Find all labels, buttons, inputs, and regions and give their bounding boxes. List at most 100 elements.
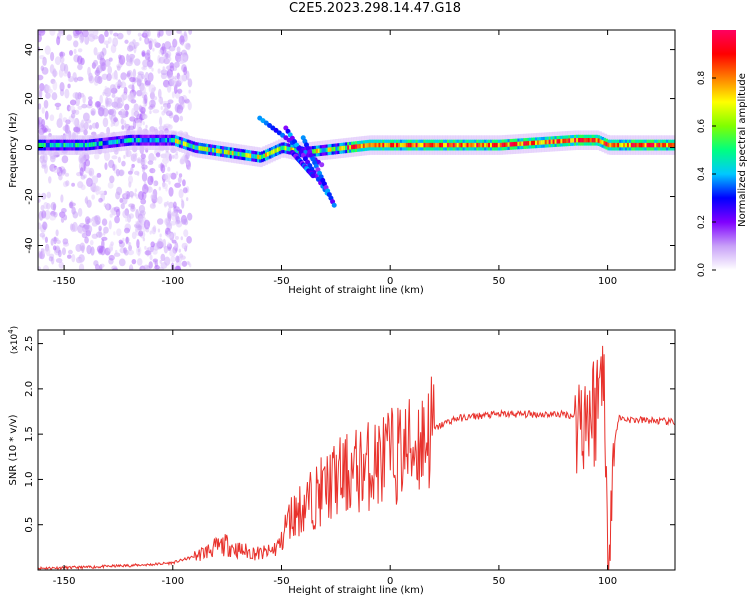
heatmap-ridge-core <box>349 145 352 150</box>
heatmap-noise-cell <box>39 155 45 164</box>
heatmap-ridge-core <box>71 142 74 148</box>
heatmap-ridge-core <box>216 148 219 153</box>
heatmap-noise-cell <box>87 99 93 107</box>
heatmap-ridge-core <box>212 147 215 153</box>
heatmap-noise-cell <box>53 211 58 218</box>
heatmap-noise-cell <box>127 56 135 64</box>
heatmap-ridge-core <box>429 142 432 148</box>
heatmap-streak-cell <box>331 202 337 208</box>
heatmap-noise-cell <box>84 159 91 167</box>
heatmap-ridge-core <box>311 149 315 154</box>
heatmap-noise-cell <box>90 108 96 116</box>
heatmap-noise-cell <box>43 163 48 174</box>
heatmap-ridge-core <box>388 142 391 148</box>
heatmap-noise-cell <box>131 107 135 118</box>
heatmap-ridge-core <box>425 142 429 148</box>
heatmap-ridge-core <box>245 152 249 158</box>
heatmap-ridge-core <box>247 153 250 158</box>
heatmap-noise-cell <box>49 64 55 74</box>
heatmap-ridge-core <box>200 146 204 151</box>
heatmap-noise-cell <box>168 186 174 197</box>
heatmap-noise-cell <box>124 194 127 199</box>
heatmap-ridge-core <box>372 142 376 148</box>
heatmap-noise-cell <box>52 167 60 173</box>
heatmap-ridge-core <box>225 150 229 155</box>
heatmap-noise-cell <box>137 248 141 253</box>
heatmap-noise-cell <box>183 229 189 238</box>
heatmap-noise-cell <box>93 30 99 36</box>
heatmap-ridge-core <box>106 140 110 145</box>
heatmap-ridge-core <box>668 142 671 148</box>
heatmap-noise-cell <box>158 164 161 169</box>
heatmap-ridge-core <box>86 142 90 148</box>
heatmap-noise-cell <box>96 245 104 254</box>
heatmap-noise-cell <box>176 88 183 94</box>
heatmap-noise-cell <box>128 125 135 131</box>
heatmap-ridge-core <box>466 142 470 148</box>
heatmap-ridge-core <box>131 138 135 143</box>
heatmap-noise-cell <box>156 198 159 203</box>
heatmap-ridge-core <box>173 138 176 143</box>
heatmap-ridge-core <box>660 142 663 148</box>
heatmap-ridge-core <box>443 142 446 148</box>
heatmap-ridge-core <box>564 138 567 144</box>
heatmap-noise-cell <box>110 122 113 127</box>
heatmap-ridge-core <box>446 142 450 148</box>
heatmap-noise-cell <box>142 100 145 105</box>
heatmap-noise-cell <box>142 184 149 195</box>
heatmap-noise-cell <box>42 248 46 255</box>
heatmap-ridge-core <box>327 147 331 152</box>
heatmap-noise-cell <box>81 232 88 239</box>
heatmap-ridge-core <box>165 138 168 143</box>
heatmap-noise-cell <box>45 85 51 93</box>
heatmap-ridge-core <box>507 142 511 147</box>
heatmap-ridge-core <box>482 142 485 148</box>
heatmap-noise-cell <box>48 256 54 262</box>
heatmap-noise-cell <box>52 245 57 251</box>
heatmap-y-tick-label: 0 <box>24 144 35 150</box>
heatmap-ridge-core <box>118 139 121 144</box>
heatmap-noise-cell <box>176 30 182 34</box>
heatmap-noise-cell <box>133 110 140 117</box>
heatmap-ridge-core <box>382 142 385 148</box>
heatmap-noise-cell <box>98 33 105 44</box>
heatmap-noise-cell <box>152 109 160 114</box>
heatmap-noise-cell <box>70 112 76 119</box>
heatmap-ridge-core <box>497 142 501 148</box>
heatmap-noise-cell <box>169 220 177 226</box>
heatmap-noise-cell <box>61 155 69 164</box>
heatmap-ridge-core <box>572 138 575 143</box>
heatmap-ridge-core <box>623 142 626 148</box>
heatmap-ridge-core <box>280 145 284 151</box>
heatmap-noise-cell <box>133 103 139 112</box>
heatmap-noise-cell <box>183 35 187 40</box>
heatmap-noise-cell <box>114 215 120 224</box>
heatmap-noise-cell <box>72 72 77 81</box>
heatmap-noise-cell <box>178 209 183 214</box>
heatmap-x-tick-label: 100 <box>598 276 617 287</box>
heatmap-noise-cell <box>127 94 133 102</box>
heatmap-noise-cell <box>133 58 141 66</box>
heatmap-y-axis: -40 -20 0 20 40 <box>24 43 675 254</box>
heatmap-ridge-core <box>673 142 675 148</box>
heatmap-ridge-core <box>450 142 454 148</box>
heatmap-ridge-core <box>43 142 47 148</box>
heatmap-ridge-core <box>84 142 88 148</box>
heatmap-noise-cell <box>136 258 143 266</box>
heatmap-noise-cell <box>167 75 175 81</box>
heatmap-ridge-core <box>603 141 607 146</box>
heatmap-noise-cell <box>155 152 161 158</box>
heatmap-noise-cell <box>59 31 65 36</box>
heatmap-ridge-core <box>411 142 415 148</box>
heatmap-noise-cell <box>134 192 137 197</box>
heatmap-ridge-core <box>292 147 295 153</box>
heatmap-ridge-core <box>615 142 618 148</box>
heatmap-noise-cell <box>44 45 51 55</box>
heatmap-ridge-core <box>390 142 393 148</box>
heatmap-noise-cell <box>141 50 146 57</box>
heatmap-ridge-core <box>188 143 192 148</box>
snr-scale-base: (x10 <box>10 334 20 355</box>
heatmap-ridge-core <box>147 138 151 143</box>
heatmap-ridge-core <box>155 138 158 143</box>
